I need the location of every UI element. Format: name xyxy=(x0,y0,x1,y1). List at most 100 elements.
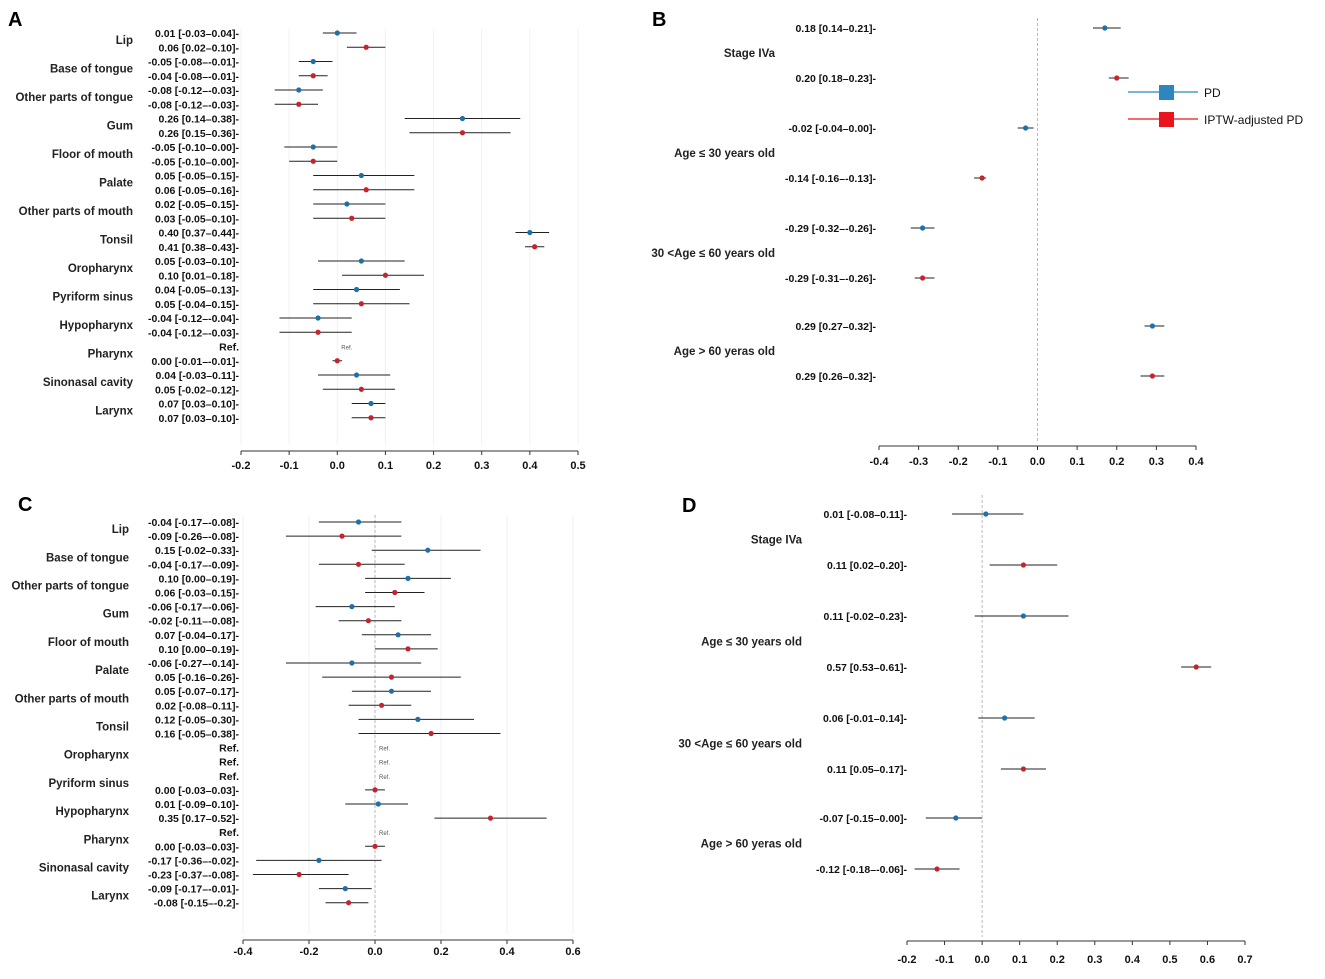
panel-b-estimate-label: -0.14 [-0.16–-0.13]- xyxy=(785,173,877,185)
panel-b-estimate-label: 0.18 [0.14–0.21]- xyxy=(795,23,876,35)
panel-b-x-tick-label: 0.3 xyxy=(1149,456,1164,468)
panel-a-pd-point xyxy=(459,115,466,122)
panel-d-iptw-point xyxy=(1193,664,1199,670)
panel-a-x-tick-label: -0.1 xyxy=(280,460,299,472)
panel-d-group-label: Age ≤ 30 years old xyxy=(701,637,802,649)
panel-c-pd-point xyxy=(425,547,431,553)
panel-c-x-tick-label: 0.0 xyxy=(367,946,382,958)
panel-d-estimate-label: 0.11 [0.02–0.20]- xyxy=(827,560,907,572)
panel-c-x-tick-label: -0.4 xyxy=(234,946,254,958)
panel-c-ref-marker: Ref. xyxy=(379,775,390,781)
panel-a-iptw-point xyxy=(363,44,369,50)
panel-c-group-label: Floor of mouth xyxy=(48,637,129,649)
panel-c-iptw-point xyxy=(346,900,352,906)
panel-a-pd-point xyxy=(368,400,374,407)
panel-a-pd-point xyxy=(344,201,350,207)
panel-a-group-label: Pharynx xyxy=(88,349,134,361)
panel-d-x-tick-label: -0.2 xyxy=(898,954,917,966)
panel-c-iptw-point xyxy=(355,561,362,567)
panel-d-estimate-label: 0.06 [-0.01–0.14]- xyxy=(823,713,908,725)
panel-a-estimate-label: -0.04 [-0.12–-0.03]- xyxy=(148,327,240,339)
panel-a-x-tick-label: -0.2 xyxy=(232,460,251,472)
panel-a-group-label: Pyriform sinus xyxy=(52,292,133,304)
panel-a-x-tick-label: 0.1 xyxy=(378,460,393,472)
panel-a-pd-point xyxy=(334,30,340,36)
panel-d-x-tick-label: 0.3 xyxy=(1087,954,1102,966)
panel-b-pd-point xyxy=(1149,323,1156,329)
panel-a-group-label: Palate xyxy=(99,178,133,190)
panel-c-estimate-label: 0.16 [-0.05–0.38]- xyxy=(155,729,240,741)
panel-d-x-tick-label: 0.2 xyxy=(1050,954,1065,966)
panel-c-x-tick-label: -0.2 xyxy=(300,946,319,958)
panel-b-group-label: Stage IVa xyxy=(724,48,776,60)
panel-c-iptw-point xyxy=(296,871,302,878)
panel-b-iptw-point xyxy=(1149,373,1156,379)
panel-a-iptw-point xyxy=(358,301,364,307)
panel-c-estimate-label: 0.35 [0.17–0.52]- xyxy=(158,813,239,825)
panel-c-group-label: Other parts of mouth xyxy=(15,693,129,705)
panel-c-estimate-label: 0.05 [-0.07–0.17]- xyxy=(155,686,240,698)
panel-c-group-label: Hypopharynx xyxy=(56,806,130,818)
panel-c-group-label: Other parts of tongue xyxy=(11,580,129,592)
panel-a-pd-point xyxy=(310,144,316,150)
panel-c-pd-point xyxy=(405,575,411,582)
panel-c-estimate-label: 0.10 [0.00–0.19]- xyxy=(158,644,239,656)
panel-c-estimate-label: 0.05 [-0.16–0.26]- xyxy=(155,672,240,684)
panel-a-group-label: Lip xyxy=(116,35,133,47)
panel-d-x-tick-label: -0.1 xyxy=(935,954,954,966)
panel-c-estimate-label: -0.23 [-0.37–-0.08]- xyxy=(148,870,240,882)
panel-c-estimate-label: Ref. xyxy=(219,757,239,769)
panel-c-iptw-point xyxy=(372,787,378,793)
panel-c-group-label: Pharynx xyxy=(84,834,130,846)
panel-c-iptw-point xyxy=(339,533,345,539)
panel-a-iptw-point xyxy=(310,158,316,164)
panel-c-group-label: Larynx xyxy=(91,891,129,903)
panel-letter-a: A xyxy=(8,9,22,31)
panel-c-ref-marker: Ref. xyxy=(379,747,390,753)
panel-c-pd-point xyxy=(316,857,322,864)
panel-c-iptw-point xyxy=(405,646,411,652)
panel-c-estimate-label: -0.06 [-0.17–-0.06]- xyxy=(148,602,240,614)
legend-pd-label: PD xyxy=(1204,86,1221,100)
panel-a-estimate-label: 0.07 [0.03–0.10]- xyxy=(158,399,239,411)
panel-b-estimate-label: -0.29 [-0.31–-0.26]- xyxy=(785,273,877,285)
panel-a-estimate-label: 0.07 [0.03–0.10]- xyxy=(158,413,239,425)
panel-a-estimate-label: 0.05 [-0.02–0.12]- xyxy=(155,384,240,396)
panel-c-pd-point xyxy=(415,716,421,723)
panel-a-estimate-label: -0.05 [-0.10–0.00]- xyxy=(151,156,239,168)
legend-pd-swatch xyxy=(1159,85,1174,100)
panel-a-estimate-label: Ref. xyxy=(219,342,239,354)
panel-c-pd-point xyxy=(349,660,355,666)
panel-c-estimate-label: 0.01 [-0.09–0.10]- xyxy=(155,799,240,811)
panel-c-group-label: Oropharynx xyxy=(64,750,130,762)
panel-d-pd-point xyxy=(953,815,959,821)
panel-b-x-tick-label: -0.4 xyxy=(870,456,890,468)
panel-c-estimate-label: -0.17 [-0.36–-0.02]- xyxy=(148,855,240,867)
panel-c-pd-point xyxy=(342,886,348,892)
panel-a-estimate-label: 0.26 [0.14–0.38]- xyxy=(158,114,239,126)
panel-c-ref-marker: Ref. xyxy=(379,761,390,767)
panel-a-x-tick-label: 0.3 xyxy=(474,460,489,472)
panel-c-group-label: Tonsil xyxy=(96,721,129,733)
panel-c-pd-point xyxy=(395,632,401,638)
panel-d-iptw-point xyxy=(1020,562,1027,568)
panel-c-estimate-label: 0.12 [-0.05–0.30]- xyxy=(155,714,240,726)
panel-d-x-tick-label: 0.5 xyxy=(1162,954,1177,966)
panel-d-group-label: Age > 60 yeras old xyxy=(701,839,802,851)
panel-a-x-tick-label: 0.0 xyxy=(330,460,345,472)
panel-b-estimate-label: 0.29 [0.27–0.32]- xyxy=(795,321,876,333)
panel-b-iptw-point xyxy=(1114,75,1120,81)
panel-c-estimate-label: -0.09 [-0.26–-0.08]- xyxy=(148,531,240,543)
panel-a-estimate-label: 0.40 [0.37–0.44]- xyxy=(158,228,239,240)
panel-c-estimate-label: Ref. xyxy=(219,743,239,755)
panel-b-estimate-label: -0.29 [-0.32–-0.26]- xyxy=(785,223,877,235)
panel-c-pd-point xyxy=(375,801,381,807)
panel-a-pd-point xyxy=(358,258,364,264)
panel-c-group-label: Pyriform sinus xyxy=(48,778,129,790)
panel-a-iptw-point xyxy=(459,130,466,136)
panel-b-pd-point xyxy=(1102,25,1108,31)
panel-c-estimate-label: -0.04 [-0.17–-0.09]- xyxy=(148,559,240,571)
panel-a-estimate-label: 0.00 [-0.01–-0.01]- xyxy=(151,356,239,368)
panel-a-estimate-label: -0.04 [-0.08–-0.01]- xyxy=(148,71,240,83)
panel-a-group-label: Oropharynx xyxy=(68,263,134,275)
